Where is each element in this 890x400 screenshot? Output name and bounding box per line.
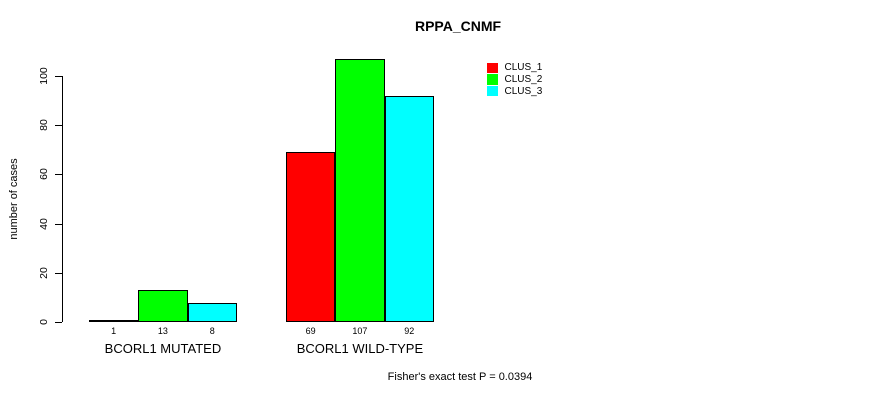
bar-clus_3 <box>187 302 237 323</box>
y-axis-label: number of cases <box>8 158 20 240</box>
bar-clus_2 <box>335 58 385 323</box>
y-axis-tick <box>55 174 62 176</box>
y-axis-tick-label: 60 <box>38 168 50 181</box>
bar-clus_3 <box>384 95 434 323</box>
legend-swatch-clus_2 <box>487 74 498 85</box>
bar-value-label: 92 <box>404 326 415 336</box>
chart-title: RPPA_CNMF <box>414 18 502 34</box>
y-axis-tick <box>55 223 62 225</box>
legend-swatch-clus_1 <box>487 62 498 74</box>
legend-label: CLUS_1 <box>504 62 543 74</box>
legend-label: CLUS_3 <box>504 85 543 97</box>
y-axis-tick <box>55 322 62 324</box>
y-axis-tick-label: 40 <box>38 217 50 230</box>
annotation-fisher-test: Fisher's exact test P = 0.0394 <box>387 371 533 383</box>
y-axis-tick-label: 0 <box>38 319 50 326</box>
legend: CLUS_1 CLUS_2 CLUS_3 <box>487 62 542 97</box>
y-axis-tick-label: 80 <box>38 119 50 131</box>
bar-value-label: 13 <box>157 326 168 336</box>
bar-value-label: 107 <box>352 326 368 336</box>
bar-clus_1 <box>286 152 336 323</box>
legend-row: CLUS_1 <box>487 62 542 74</box>
bar-clus_1 <box>89 319 139 323</box>
legend-row: CLUS_2 <box>487 74 542 86</box>
y-axis-tick <box>55 273 62 274</box>
bar-value-label: 69 <box>305 326 316 336</box>
category-label: BCORL1 WILD-TYPE <box>296 341 424 356</box>
bar-value-label: 8 <box>209 326 215 336</box>
bar-clus_2 <box>138 290 188 323</box>
legend-row: CLUS_3 <box>487 85 542 97</box>
category-label: BCORL1 MUTATED <box>104 341 222 356</box>
legend-label: CLUS_2 <box>504 74 543 86</box>
y-axis-tick-label: 100 <box>38 67 50 85</box>
y-axis-tick <box>55 75 62 77</box>
y-axis-tick <box>55 125 62 127</box>
bar-value-label: 1 <box>111 326 117 336</box>
legend-swatch-clus_3 <box>487 85 498 97</box>
y-axis-line <box>62 75 63 323</box>
y-axis-tick-label: 20 <box>38 267 50 279</box>
